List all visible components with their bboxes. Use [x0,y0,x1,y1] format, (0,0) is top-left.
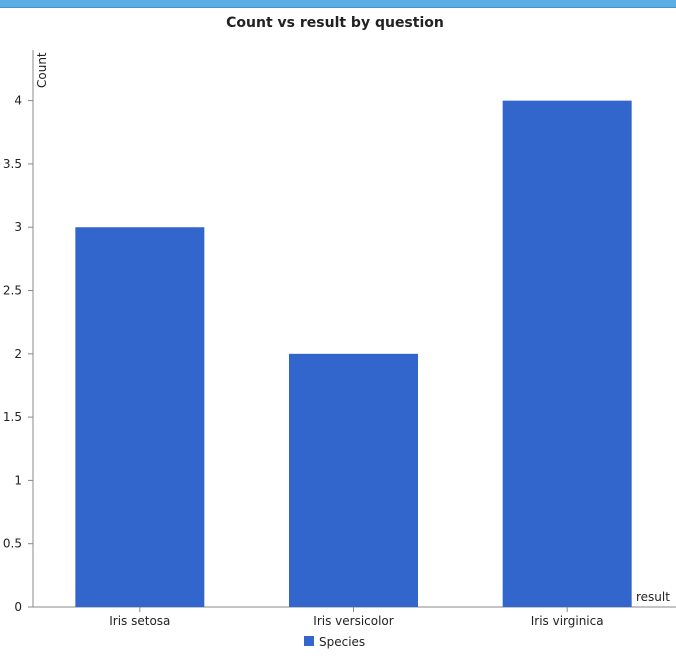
y-tick-label: 2 [14,347,22,361]
y-tick-label: 2.5 [3,284,22,298]
y-tick-label: 3 [14,220,22,234]
x-axis-label: result [636,590,670,604]
x-tick-label: Iris setosa [109,614,170,628]
y-tick-label: 1.5 [3,410,22,424]
bars [75,100,632,608]
x-tick-label: Iris versicolor [313,614,393,628]
y-tick-label: 0 [14,600,22,614]
x-tick-label: Iris virginica [531,614,604,628]
y-axis-label: Count [35,52,49,88]
legend-swatch [304,636,314,646]
y-ticks: 0 0.5 1 1.5 2 2.5 3 3.5 4 [3,94,33,614]
legend: Species [304,635,365,649]
y-tick-label: 3.5 [3,157,22,171]
y-tick-label: 1 [14,473,22,487]
y-tick-label: 0.5 [3,537,22,551]
legend-label: Species [319,635,365,649]
x-ticks: Iris setosa Iris versicolor Iris virginica [109,607,604,628]
bar-iris-versicolor[interactable] [289,353,418,607]
chart-title: Count vs result by question [226,15,444,31]
y-tick-label: 4 [14,94,22,108]
bar-iris-virginica[interactable] [502,100,632,608]
window-top-bar [0,0,676,8]
bar-iris-setosa[interactable] [75,227,205,607]
